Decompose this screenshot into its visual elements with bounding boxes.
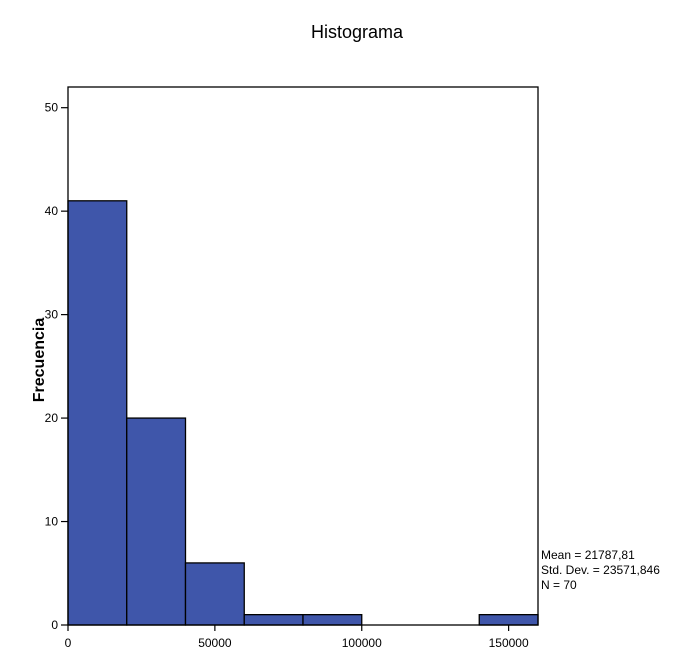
histogram-bar-0 <box>67 200 128 626</box>
histogram-bar-7 <box>478 614 539 626</box>
y-tick-label: 40 <box>45 204 59 218</box>
histogram-bar-2 <box>184 562 245 626</box>
x-tick-label: 0 <box>65 636 72 650</box>
x-axis: 0 50000 100000 150000 <box>65 625 529 650</box>
bars-group <box>67 200 539 626</box>
chart-title: Histograma <box>311 22 404 42</box>
y-tick-label: 50 <box>45 101 59 115</box>
stat-n: N = 70 <box>541 578 577 592</box>
x-tick-label: 50000 <box>198 636 232 650</box>
x-tick-label: 100000 <box>342 636 382 650</box>
stat-mean: Mean = 21787,81 <box>541 548 635 562</box>
histogram-bar-3 <box>243 614 304 626</box>
y-axis: 0 10 20 30 40 50 <box>45 101 68 632</box>
histogram-bar-4 <box>302 614 363 626</box>
y-tick-label: 20 <box>45 411 59 425</box>
x-tick-label: 150000 <box>489 636 529 650</box>
plot-frame <box>67 86 539 626</box>
y-axis-label: Frecuencia <box>31 318 48 403</box>
histogram-bar-1 <box>126 417 187 626</box>
y-tick-label: 30 <box>45 308 59 322</box>
y-tick-label: 0 <box>51 618 58 632</box>
y-tick-label: 10 <box>45 515 59 529</box>
stat-std-dev: Std. Dev. = 23571,846 <box>541 563 660 577</box>
